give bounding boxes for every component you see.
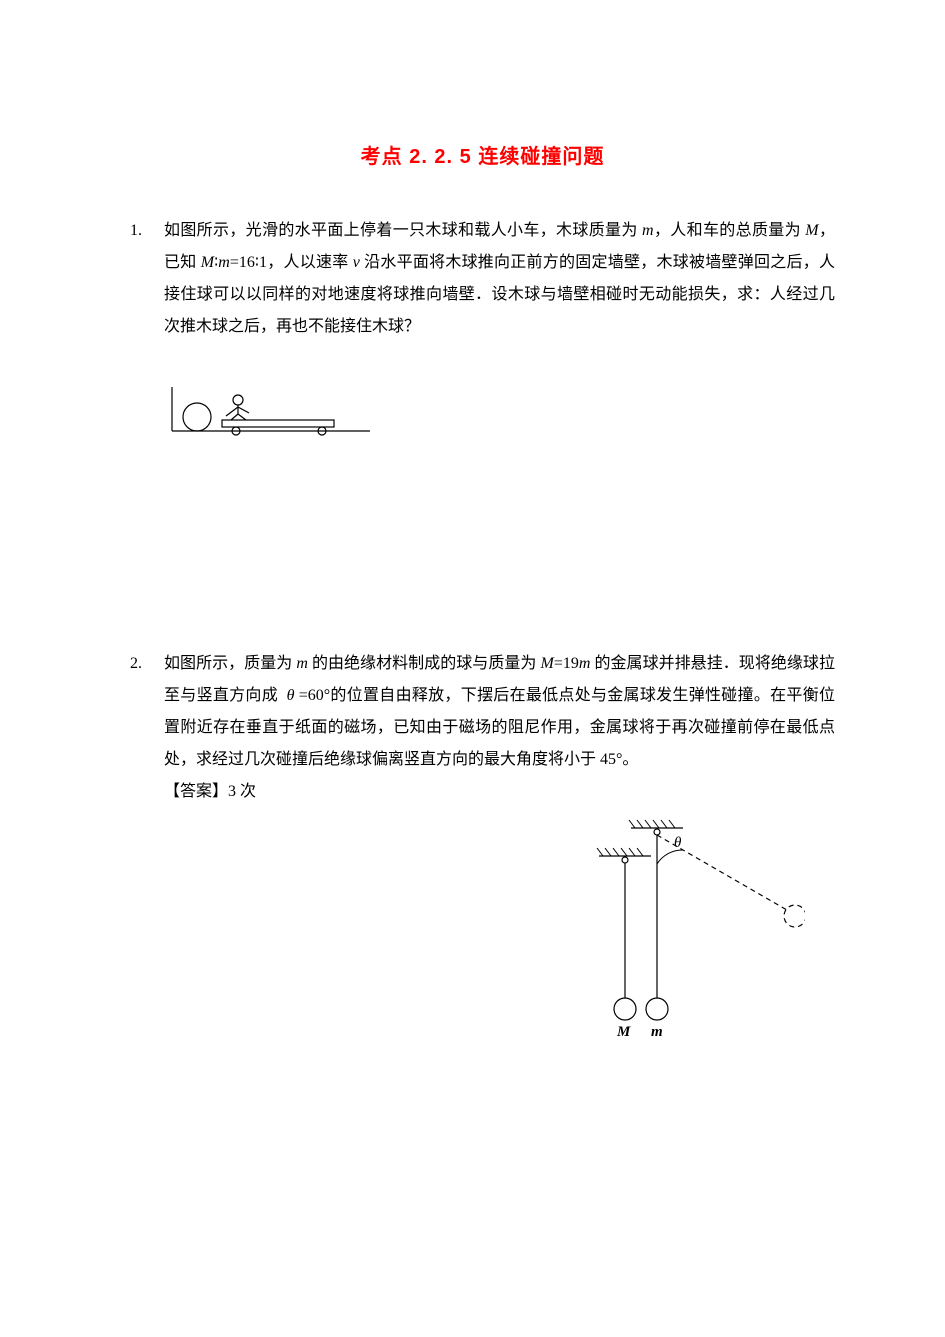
mass-m-label: m: [651, 1024, 663, 1040]
page-title: 考点 2. 2. 5 连续碰撞问题: [130, 140, 835, 169]
problem-2: 2. 如图所示，质量为 m 的由绝缘材料制成的球与质量为 M=19m 的金属球并…: [130, 648, 835, 808]
answer-text: 3 次: [228, 783, 256, 800]
problem-1-text: 如图所示，光滑的水平面上停着一只木球和载人小车，木球质量为 m，人和车的总质量为…: [164, 215, 835, 343]
problem-1-number: 1.: [130, 215, 164, 247]
problem-2-text: 如图所示，质量为 m 的由绝缘材料制成的球与质量为 M=19m 的金属球并排悬挂…: [164, 648, 835, 808]
cart-ball-diagram: [164, 383, 374, 443]
problem-2-figure: θ M m: [130, 814, 835, 1044]
page: 考点 2. 2. 5 连续碰撞问题 1. 如图所示，光滑的水平面上停着一只木球和…: [0, 0, 945, 1337]
problem-1: 1. 如图所示，光滑的水平面上停着一只木球和载人小车，木球质量为 m，人和车的总…: [130, 215, 835, 343]
problem-2-number: 2.: [130, 648, 164, 680]
mass-M-label: M: [616, 1024, 631, 1040]
problem-1-figure: [164, 383, 835, 448]
pendulum-diagram: θ M m: [585, 814, 805, 1044]
theta-label: θ: [674, 835, 682, 851]
answer-label: 【答案】: [164, 783, 228, 800]
